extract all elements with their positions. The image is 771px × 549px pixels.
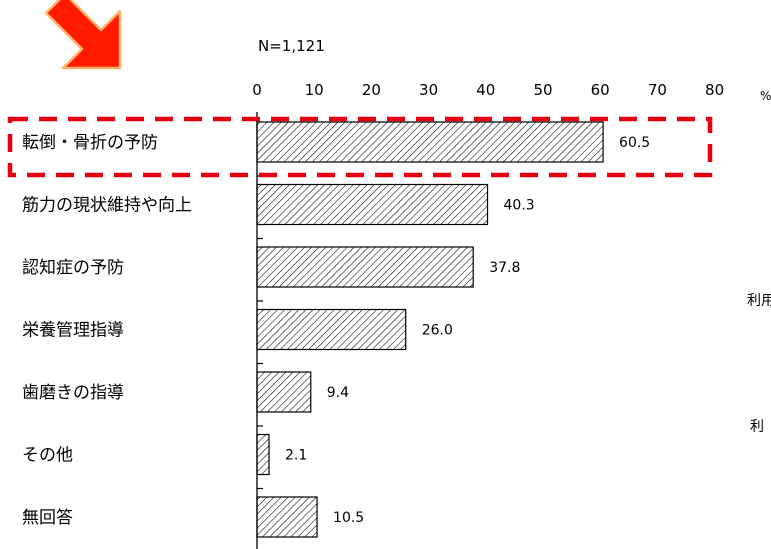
category-label: 歯磨きの指導	[22, 383, 124, 403]
y-axis	[256, 112, 263, 549]
value-label: 40.3	[504, 198, 535, 214]
value-label: 2.1	[285, 448, 307, 464]
x-tick-label: 30	[419, 81, 438, 99]
bar	[256, 183, 489, 226]
x-tick-label: 10	[305, 81, 324, 99]
value-label: 37.8	[489, 260, 520, 276]
x-axis-tick-labels: 0 10 20 30 40 50 60 70 80	[252, 81, 724, 99]
category-label: その他	[22, 446, 73, 466]
value-label: 10.5	[333, 510, 364, 526]
bar	[256, 496, 318, 538]
highlight-dashed-box	[7, 116, 713, 178]
category-label: 栄養管理指導	[22, 321, 124, 341]
category-label: 筋力の現状維持や向上	[22, 196, 192, 216]
x-tick-label: 0	[252, 81, 262, 99]
bar	[256, 433, 270, 476]
x-tick-label: 20	[362, 81, 381, 99]
bar	[256, 371, 312, 413]
value-label: 26.0	[422, 323, 453, 339]
category-label: 転倒・骨折の予防	[22, 133, 158, 153]
side-label-1: 利用	[747, 293, 771, 309]
bar	[256, 246, 474, 288]
x-tick-label: 40	[476, 81, 495, 99]
side-label-2: 利	[750, 419, 764, 435]
value-label: 9.4	[327, 385, 349, 401]
bars: 転倒・骨折の予防 60.5 筋力の現状維持や向上 40.3 認知症の予防 37.8 栄養管理…	[22, 121, 650, 538]
x-tick-label: 80	[705, 81, 724, 99]
bar	[256, 308, 407, 351]
highlight-box	[7, 116, 713, 178]
sample-size-label: N=1,121	[258, 37, 325, 55]
arrow-icon	[44, 0, 122, 70]
category-label: 無回答	[22, 508, 73, 528]
bar	[256, 121, 604, 163]
value-label: 60.5	[619, 135, 650, 151]
x-tick-label: 60	[591, 81, 610, 99]
x-tick-label: 70	[648, 81, 667, 99]
unit-label: %	[760, 89, 771, 103]
x-tick-label: 50	[533, 81, 552, 99]
category-label: 認知症の予防	[22, 258, 124, 278]
